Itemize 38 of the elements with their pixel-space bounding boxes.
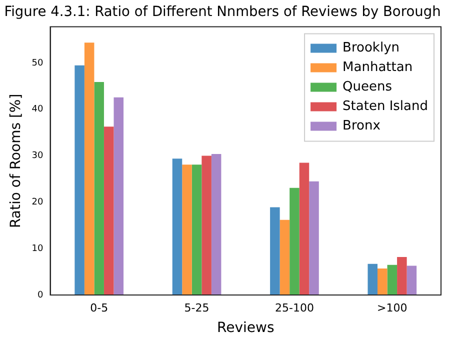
y-tick-label: 0 — [38, 290, 44, 300]
bar — [182, 164, 192, 295]
bar — [387, 264, 398, 295]
y-tick-label: 30 — [32, 151, 44, 162]
bar — [397, 256, 407, 295]
bar — [299, 162, 310, 295]
y-tick-label: 10 — [32, 244, 44, 254]
bar — [211, 154, 222, 295]
bar — [309, 181, 319, 295]
bar — [94, 82, 104, 295]
bar — [378, 268, 388, 295]
y-tick-label: 40 — [32, 104, 44, 115]
bar — [192, 164, 202, 295]
x-tick-label: 25-100 — [274, 301, 314, 314]
bar — [368, 264, 378, 295]
y-axis-title: Ratio of Rooms [%] — [8, 94, 24, 228]
x-tick-label: >100 — [377, 301, 408, 314]
bar — [172, 158, 182, 295]
bar — [104, 126, 114, 295]
y-tick-label: 20 — [32, 198, 44, 208]
legend-label: Brooklyn — [342, 40, 400, 56]
bar — [406, 266, 417, 295]
x-tick-label: 5-25 — [184, 301, 210, 314]
chart-title: Figure 4.3.1: Ratio of Different Nnmbers of Reviews by Borough — [4, 4, 441, 20]
bar — [280, 220, 290, 295]
legend-label: Bronx — [342, 118, 381, 134]
legend-label: Manhattan — [342, 60, 413, 76]
bar — [74, 65, 84, 295]
legend-label: Staten Island — [342, 99, 428, 114]
x-tick-label: 0-5 — [90, 301, 108, 314]
legend-label: Queens — [342, 80, 392, 95]
x-axis-title: Reviews — [217, 320, 274, 336]
bar — [202, 156, 212, 295]
bar — [290, 188, 300, 295]
bar — [84, 42, 94, 295]
bar — [114, 97, 124, 295]
bar — [270, 207, 280, 295]
y-tick-label: 50 — [32, 58, 44, 68]
